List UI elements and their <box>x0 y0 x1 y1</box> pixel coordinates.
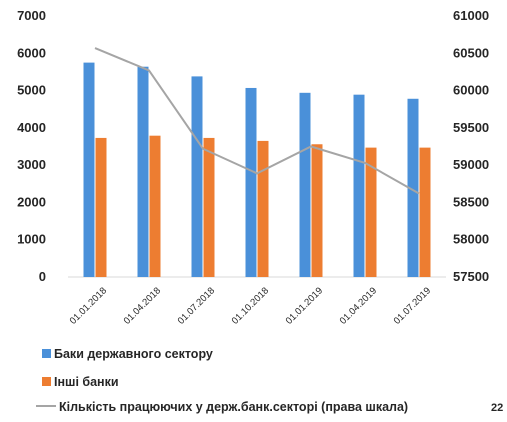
x-tick-label: 01.04.2018 <box>122 285 163 326</box>
y-left-tick-label: 6000 <box>17 45 46 60</box>
x-tick-label: 01.01.2019 <box>284 285 325 326</box>
bar-state-banks <box>353 94 365 278</box>
y-right-tick-label: 58000 <box>453 232 489 247</box>
bar-state-banks <box>407 98 419 277</box>
y-right-tick-label: 58500 <box>453 194 489 209</box>
y-left-tick-label: 1000 <box>17 232 46 247</box>
line-employees <box>94 47 420 195</box>
x-tick-label: 01.10.2018 <box>230 285 271 326</box>
y-axis-left-ticks: 0 1000 2000 3000 4000 5000 6000 7000 <box>17 8 46 284</box>
x-axis-ticks: 01.01.2018 01.04.2018 01.07.2018 01.10.2018… <box>68 285 433 326</box>
x-tick-label: 01.04.2019 <box>338 285 379 326</box>
y-left-tick-label: 5000 <box>17 83 46 98</box>
bar-state-banks <box>245 87 257 277</box>
y-right-tick-label: 60000 <box>453 83 489 98</box>
bar-state-banks <box>191 76 203 277</box>
legend-label-employees: Кількість працюючих у держ.банк.секторі … <box>59 400 408 414</box>
bar-state-banks <box>137 66 149 277</box>
y-right-tick-label: 60500 <box>453 45 489 60</box>
legend-label-state-banks: Баки державного сектору <box>54 347 213 361</box>
y-left-tick-label: 7000 <box>17 8 46 23</box>
legend-swatch-state-banks <box>42 349 51 358</box>
bar-other-banks <box>311 144 323 277</box>
bar-other-banks <box>203 137 215 277</box>
x-tick-label: 01.07.2018 <box>176 285 217 326</box>
x-tick-label: 01.07.2019 <box>392 285 433 326</box>
y-right-tick-label: 59000 <box>453 157 489 172</box>
y-right-tick-label: 57500 <box>453 269 489 284</box>
legend-item-employees: Кількість працюючих у держ.банк.секторі … <box>36 400 408 414</box>
page-number: 22 <box>491 402 503 414</box>
bar-state-banks <box>299 92 311 278</box>
bars <box>83 62 431 278</box>
y-right-tick-label: 59500 <box>453 120 489 135</box>
line-series <box>94 47 420 195</box>
y-left-tick-label: 4000 <box>17 120 46 135</box>
bar-state-banks <box>83 62 95 277</box>
bar-other-banks <box>149 135 161 277</box>
y-right-tick-label: 61000 <box>453 8 489 23</box>
legend-item-state-banks: Баки державного сектору <box>42 347 213 361</box>
bar-other-banks <box>257 140 269 277</box>
bar-other-banks <box>365 147 377 277</box>
legend: Баки державного сектору Інші банки Кільк… <box>36 347 408 414</box>
legend-swatch-other-banks <box>42 377 51 386</box>
y-left-tick-label: 3000 <box>17 157 46 172</box>
x-tick-label: 01.01.2018 <box>68 285 109 326</box>
y-left-tick-label: 0 <box>39 269 46 284</box>
y-left-tick-label: 2000 <box>17 194 46 209</box>
y-axis-right-ticks: 57500 58000 58500 59000 59500 60000 60500 61000 <box>453 8 489 284</box>
legend-item-other-banks: Інші банки <box>42 375 119 389</box>
legend-label-other-banks: Інші банки <box>54 375 119 389</box>
bar-other-banks <box>419 147 431 277</box>
bar-other-banks <box>95 137 107 277</box>
